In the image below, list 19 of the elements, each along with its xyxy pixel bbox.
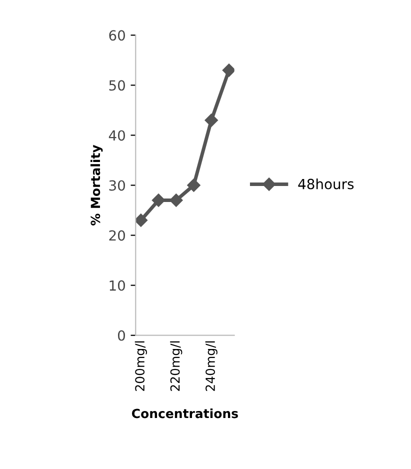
point: [222, 64, 234, 77]
y-tick-label: 30: [109, 180, 125, 191]
point: [136, 214, 148, 227]
point: [204, 114, 218, 127]
x-axis-title: Concentrations: [132, 408, 238, 418]
y-axis-title: % Mortality: [90, 144, 103, 226]
y-tick-label: 10: [110, 280, 125, 291]
y-tick-label: 60: [109, 30, 125, 41]
x-tick-label: 240mg/l: [205, 341, 218, 391]
y-tick-label: 0: [118, 330, 125, 341]
point: [152, 194, 166, 207]
point: [170, 194, 183, 207]
y-tick-label: 20: [109, 230, 125, 241]
y-tick-label: 50: [109, 80, 125, 91]
x-tick-label: 200mg/l: [134, 341, 147, 391]
legend-label: 48hours: [298, 178, 354, 190]
y-tick-label: 40: [108, 130, 125, 141]
x-tick-label: 220mg/l: [170, 341, 182, 391]
point: [187, 178, 200, 192]
